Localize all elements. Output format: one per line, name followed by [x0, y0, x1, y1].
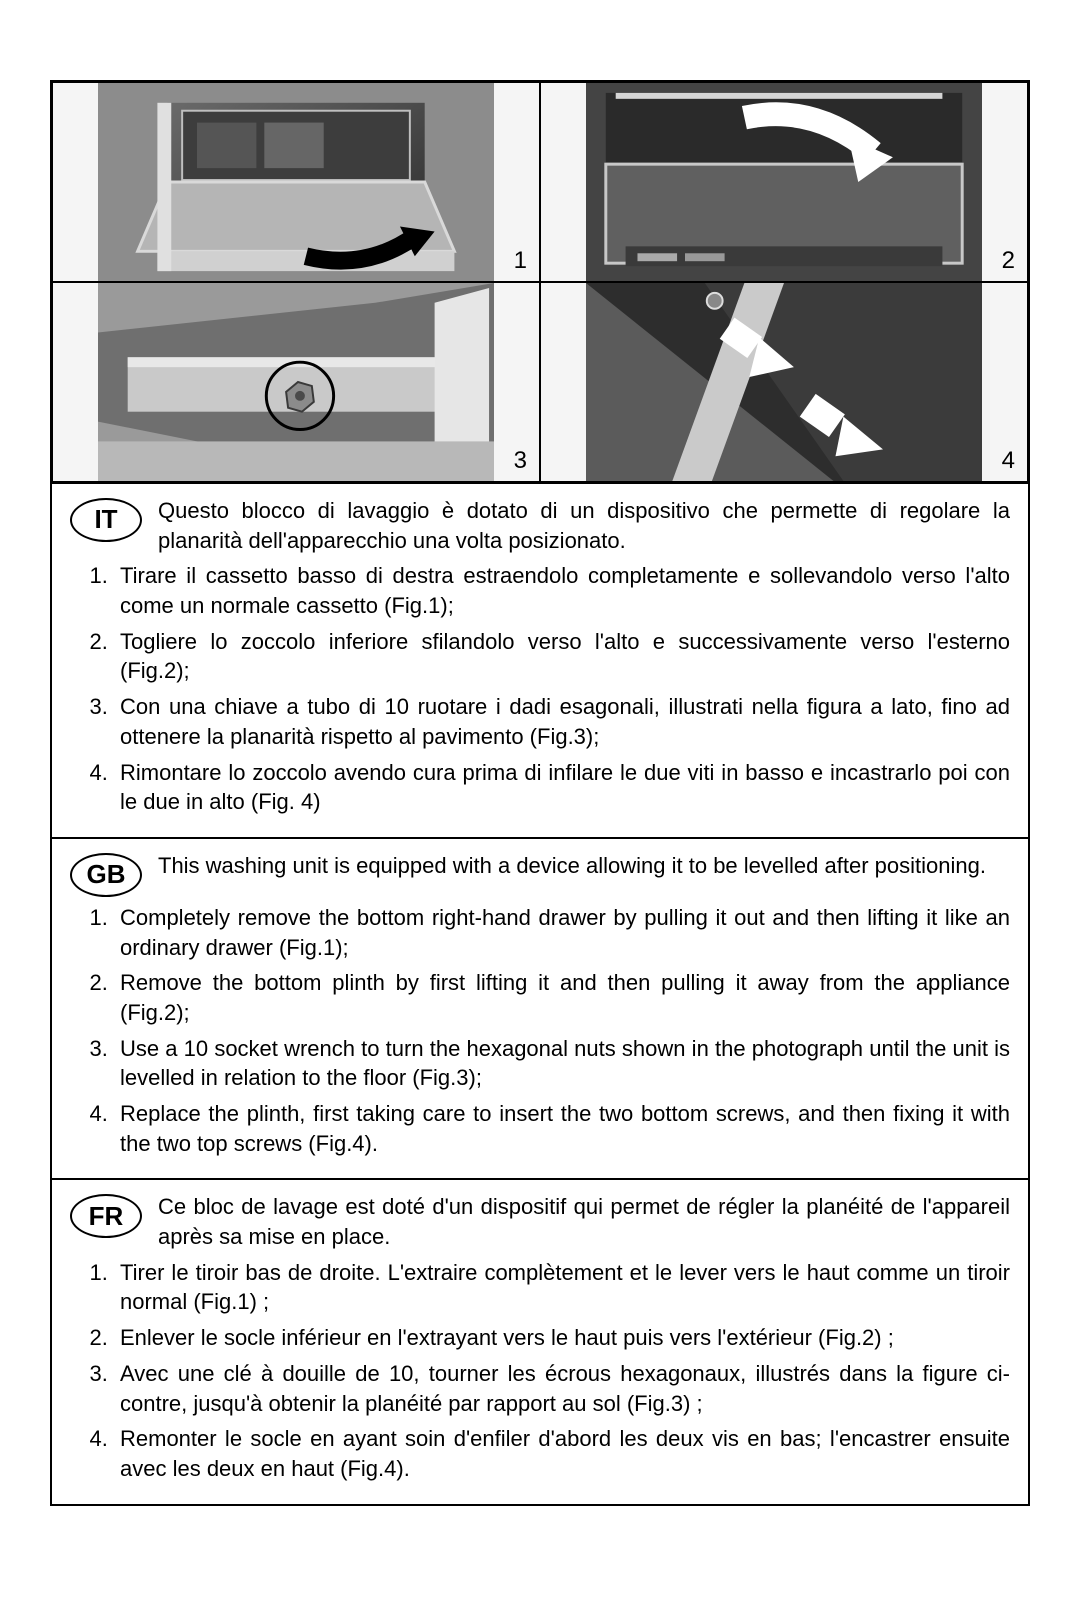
manual-page: 1 2	[0, 0, 1080, 1606]
step-item: Enlever le socle inférieur en l'extrayan…	[114, 1323, 1010, 1353]
step-item: Tirer le tiroir bas de droite. L'extrair…	[114, 1258, 1010, 1317]
figure-3-illustration	[53, 283, 539, 481]
figure-number: 3	[514, 447, 527, 475]
step-item: Avec une clé à douille de 10, tourner le…	[114, 1359, 1010, 1418]
figure-grid: 1 2	[50, 80, 1030, 484]
step-item: Use a 10 socket wrench to turn the hexag…	[114, 1034, 1010, 1093]
section-fr: FR Ce bloc de lavage est doté d'un dispo…	[50, 1180, 1030, 1505]
intro-text: This washing unit is equipped with a dev…	[158, 851, 1010, 881]
figure-4-illustration	[541, 283, 1027, 481]
steps-list-gb: Completely remove the bottom right-hand …	[70, 903, 1010, 1159]
figure-number: 4	[1002, 447, 1015, 475]
step-item: Replace the plinth, first taking care to…	[114, 1099, 1010, 1158]
figure-1-illustration	[53, 83, 539, 281]
section-header: IT Questo blocco di lavaggio è dotato di…	[70, 496, 1010, 555]
section-it: IT Questo blocco di lavaggio è dotato di…	[50, 484, 1030, 839]
intro-text: Ce bloc de lavage est doté d'un disposit…	[158, 1192, 1010, 1251]
language-badge-gb: GB	[70, 853, 142, 897]
figure-cell-4: 4	[540, 282, 1028, 482]
language-badge-fr: FR	[70, 1194, 142, 1238]
figure-cell-3: 3	[52, 282, 540, 482]
intro-text: Questo blocco di lavaggio è dotato di un…	[158, 496, 1010, 555]
section-header: GB This washing unit is equipped with a …	[70, 851, 1010, 897]
step-item: Completely remove the bottom right-hand …	[114, 903, 1010, 962]
figure-number: 1	[514, 247, 527, 275]
step-item: Rimontare lo zoccolo avendo cura prima d…	[114, 758, 1010, 817]
step-item: Togliere lo zoccolo inferiore sfilandolo…	[114, 627, 1010, 686]
language-badge-it: IT	[70, 498, 142, 542]
section-header: FR Ce bloc de lavage est doté d'un dispo…	[70, 1192, 1010, 1251]
figure-cell-2: 2	[540, 82, 1028, 282]
steps-list-fr: Tirer le tiroir bas de droite. L'extrair…	[70, 1258, 1010, 1484]
figure-cell-1: 1	[52, 82, 540, 282]
step-item: Con una chiave a tubo di 10 ruotare i da…	[114, 692, 1010, 751]
steps-list-it: Tirare il cassetto basso di destra estra…	[70, 561, 1010, 817]
step-item: Tirare il cassetto basso di destra estra…	[114, 561, 1010, 620]
step-item: Remonter le socle en ayant soin d'enfile…	[114, 1424, 1010, 1483]
figure-2-illustration	[541, 83, 1027, 281]
section-gb: GB This washing unit is equipped with a …	[50, 839, 1030, 1181]
step-item: Remove the bottom plinth by first liftin…	[114, 968, 1010, 1027]
figure-number: 2	[1002, 247, 1015, 275]
